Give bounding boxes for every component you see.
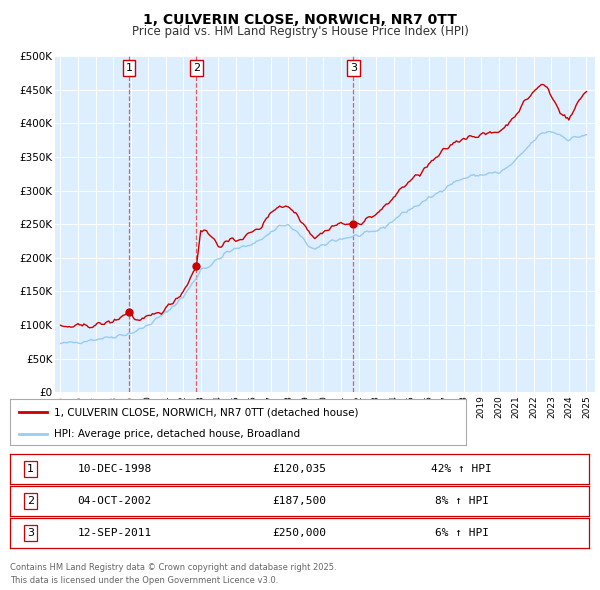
Text: 8% ↑ HPI: 8% ↑ HPI [435, 496, 489, 506]
Text: 1: 1 [27, 464, 34, 474]
Text: 3: 3 [350, 63, 357, 73]
Text: £250,000: £250,000 [272, 528, 326, 538]
Text: Contains HM Land Registry data © Crown copyright and database right 2025.: Contains HM Land Registry data © Crown c… [10, 563, 337, 572]
Text: 04-OCT-2002: 04-OCT-2002 [77, 496, 152, 506]
Text: 12-SEP-2011: 12-SEP-2011 [77, 528, 152, 538]
Text: This data is licensed under the Open Government Licence v3.0.: This data is licensed under the Open Gov… [10, 576, 278, 585]
Text: 1: 1 [125, 63, 133, 73]
Text: Price paid vs. HM Land Registry's House Price Index (HPI): Price paid vs. HM Land Registry's House … [131, 25, 469, 38]
Text: £187,500: £187,500 [272, 496, 326, 506]
Text: 10-DEC-1998: 10-DEC-1998 [77, 464, 152, 474]
Text: 2: 2 [27, 496, 34, 506]
Text: 6% ↑ HPI: 6% ↑ HPI [435, 528, 489, 538]
Text: HPI: Average price, detached house, Broadland: HPI: Average price, detached house, Broa… [53, 429, 299, 439]
Text: 1, CULVERIN CLOSE, NORWICH, NR7 0TT (detached house): 1, CULVERIN CLOSE, NORWICH, NR7 0TT (det… [53, 407, 358, 417]
Text: 42% ↑ HPI: 42% ↑ HPI [431, 464, 492, 474]
Text: £120,035: £120,035 [272, 464, 326, 474]
Text: 2: 2 [193, 63, 200, 73]
Text: 1, CULVERIN CLOSE, NORWICH, NR7 0TT: 1, CULVERIN CLOSE, NORWICH, NR7 0TT [143, 13, 457, 27]
Text: 3: 3 [27, 528, 34, 538]
